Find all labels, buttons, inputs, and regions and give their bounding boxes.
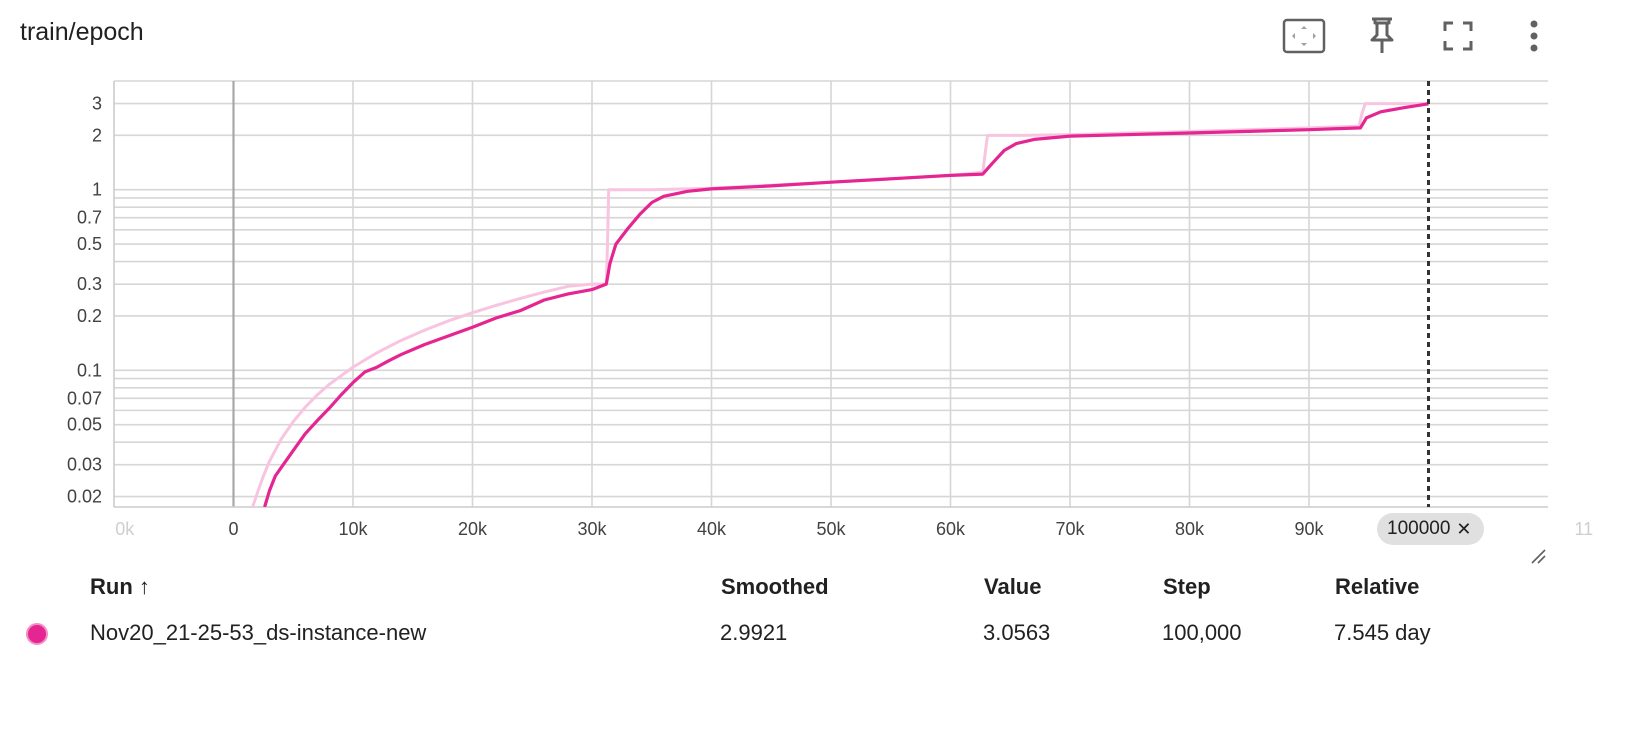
cell-step: 100,000 xyxy=(1162,620,1242,645)
y-tick-label: 1 xyxy=(92,180,102,200)
y-tick-label: 0.3 xyxy=(77,274,102,294)
x-tick-label: 90k xyxy=(1294,519,1324,539)
x-tick-label: 10k xyxy=(338,519,368,539)
header-value[interactable]: Value xyxy=(984,574,1042,599)
y-tick-label: 0.2 xyxy=(77,306,102,326)
header-run[interactable]: Run ↑ xyxy=(90,574,150,599)
step-cursor-chip[interactable]: 100000 ✕ xyxy=(1377,513,1484,545)
x-tick-label: 40k xyxy=(697,519,727,539)
x-tick-label: 30k xyxy=(577,519,607,539)
x-tick-label: 60k xyxy=(936,519,966,539)
y-tick-label: 3 xyxy=(92,94,102,114)
header-step[interactable]: Step xyxy=(1163,574,1211,599)
card-title: train/epoch xyxy=(20,18,144,46)
x-tick-label: 20k xyxy=(458,519,488,539)
grid xyxy=(114,80,1548,507)
fit-domain-button[interactable] xyxy=(1276,12,1332,60)
y-tick-label: 0.5 xyxy=(77,234,102,254)
y-tick-label: 0.07 xyxy=(67,388,102,408)
y-tick-labels: 0.02 0.03 0.05 0.07 0.1 0.2 0.3 0.5 0.7 1 2 3 xyxy=(67,94,102,507)
y-tick-label: 0.7 xyxy=(77,208,102,228)
cell-smoothed: 2.9921 xyxy=(720,620,788,645)
raw-series-line xyxy=(251,102,1429,507)
more-options-button[interactable] xyxy=(1506,12,1562,60)
fit-domain-icon xyxy=(1282,18,1326,54)
cell-run: Nov20_21-25-53_ds-instance-new xyxy=(90,620,427,645)
series xyxy=(251,81,1430,507)
pin-button[interactable] xyxy=(1354,12,1410,60)
fullscreen-icon xyxy=(1443,21,1473,51)
y-tick-label: 0.1 xyxy=(77,360,102,380)
close-icon[interactable]: ✕ xyxy=(1456,518,1472,539)
x-tick-label-faded: 0k xyxy=(115,519,135,539)
cell-relative: 7.545 day xyxy=(1334,620,1431,645)
x-tick-label-faded: 11 xyxy=(1575,519,1594,539)
cell-value: 3.0563 xyxy=(983,620,1051,645)
axes xyxy=(113,81,1548,508)
x-tick-label: 70k xyxy=(1055,519,1085,539)
line-chart[interactable]: 0.02 0.03 0.05 0.07 0.1 0.2 0.3 0.5 0.7 1 2 3 0 10k 2… xyxy=(0,70,1644,550)
y-tick-label: 0.02 xyxy=(67,487,102,507)
y-tick-label: 2 xyxy=(92,125,102,145)
run-color-dot[interactable] xyxy=(26,623,48,645)
x-tick-label: 50k xyxy=(816,519,846,539)
smoothed-series-line xyxy=(263,102,1429,507)
step-cursor-label: 100000 xyxy=(1387,518,1451,539)
more-vert-icon xyxy=(1530,20,1538,52)
header-relative[interactable]: Relative xyxy=(1335,574,1420,599)
y-tick-label: 0.03 xyxy=(67,455,102,475)
header-smoothed[interactable]: Smoothed xyxy=(721,574,829,599)
fullscreen-button[interactable] xyxy=(1430,12,1486,60)
x-tick-label: 80k xyxy=(1175,519,1205,539)
x-tick-label: 0 xyxy=(228,519,238,539)
y-tick-label: 0.05 xyxy=(67,415,102,435)
x-tick-labels: 0 10k 20k 30k 40k 50k 60k 70k 80k 90k 0k 11 xyxy=(115,519,1593,539)
pin-icon xyxy=(1370,17,1394,53)
resize-handle-icon[interactable] xyxy=(1530,548,1546,564)
